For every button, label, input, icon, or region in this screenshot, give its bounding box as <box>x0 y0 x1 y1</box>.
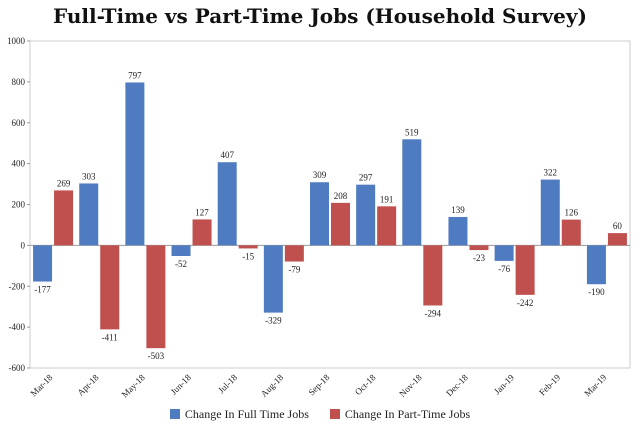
x-tick-label: Nov-18 <box>397 372 424 399</box>
data-label-full-time: 309 <box>313 170 327 180</box>
data-label-part-time: -15 <box>242 251 254 261</box>
bar-full-time <box>402 139 422 246</box>
bar-part-time <box>607 233 627 246</box>
data-label-part-time: -242 <box>517 298 534 308</box>
chart-title: Full-Time vs Part-Time Jobs (Household S… <box>53 4 587 28</box>
data-label-part-time: -23 <box>473 253 485 263</box>
data-label-part-time: -294 <box>425 308 442 318</box>
legend-item-full-time: Change In Full Time Jobs <box>169 406 309 422</box>
data-label-part-time: -79 <box>288 265 300 275</box>
legend-swatch-full-time <box>169 408 180 419</box>
legend-item-part-time: Change In Part-Time Jobs <box>329 406 471 422</box>
bar-part-time <box>561 219 581 246</box>
bar-full-time <box>540 179 560 246</box>
data-label-full-time: -177 <box>34 285 51 295</box>
bar-part-time <box>238 245 258 249</box>
y-tick-label: 200 <box>12 200 26 210</box>
bar-full-time <box>586 245 606 285</box>
data-label-part-time: 191 <box>380 194 394 204</box>
data-label-full-time: -76 <box>498 264 510 274</box>
x-tick-label: Aug-18 <box>259 372 286 399</box>
bar-part-time <box>377 206 397 246</box>
data-label-full-time: 519 <box>405 127 419 137</box>
y-tick-label: 800 <box>12 77 26 87</box>
legend-label-part-time: Change In Part-Time Jobs <box>344 406 471 421</box>
y-tick-label: -600 <box>9 363 26 373</box>
x-tick-label: Jun-18 <box>169 372 194 397</box>
x-tick-label: Jan-19 <box>492 372 516 396</box>
data-label-full-time: 297 <box>359 173 373 183</box>
bar-full-time <box>494 245 514 261</box>
bar-part-time <box>469 245 489 251</box>
data-label-full-time: 797 <box>128 70 142 80</box>
bar-part-time <box>423 245 443 306</box>
bar-full-time <box>33 245 53 282</box>
data-label-part-time: 60 <box>613 221 623 231</box>
data-label-full-time: 303 <box>82 171 96 181</box>
data-label-full-time: -190 <box>588 287 605 297</box>
bar-part-time <box>192 219 212 246</box>
data-label-full-time: 407 <box>220 150 234 160</box>
x-tick-label: Oct-18 <box>353 372 378 397</box>
bar-part-time <box>100 245 120 330</box>
data-label-full-time: 322 <box>544 168 558 178</box>
x-tick-label: Mar-19 <box>582 372 608 398</box>
x-tick-label: Apr-18 <box>75 372 101 398</box>
bar-full-time <box>356 184 376 246</box>
x-tick-label: Jul-18 <box>216 372 239 395</box>
x-tick-label: Dec-18 <box>444 372 470 398</box>
x-tick-label: Feb-19 <box>537 372 562 397</box>
y-tick-label: 0 <box>21 240 26 250</box>
chart-legend: Change In Full Time Jobs Change In Part-… <box>0 406 640 422</box>
data-label-part-time: 126 <box>565 208 579 218</box>
y-tick-label: 600 <box>12 118 26 128</box>
y-tick-label: -200 <box>9 281 26 291</box>
bar-full-time <box>217 162 237 246</box>
bar-full-time <box>310 182 329 246</box>
bar-part-time <box>515 245 535 295</box>
y-tick-label: 1000 <box>7 36 26 46</box>
bar-part-time <box>54 190 74 246</box>
data-label-part-time: -503 <box>148 351 165 361</box>
x-tick-label: Sep-18 <box>306 372 331 397</box>
y-tick-label: -400 <box>9 322 26 332</box>
bar-part-time <box>284 245 304 262</box>
data-label-part-time: -411 <box>102 332 118 342</box>
data-label-part-time: 269 <box>57 178 71 188</box>
bar-full-time <box>448 216 468 246</box>
data-label-part-time: 208 <box>334 191 348 201</box>
bar-part-time <box>331 202 350 246</box>
legend-label-full-time: Change In Full Time Jobs <box>184 406 309 421</box>
bar-full-time <box>79 183 99 246</box>
y-tick-label: 400 <box>12 159 26 169</box>
data-label-full-time: -52 <box>175 259 187 269</box>
bar-part-time <box>146 245 166 349</box>
data-label-full-time: -329 <box>265 316 282 326</box>
bar-full-time <box>125 82 145 246</box>
legend-swatch-part-time <box>329 408 340 419</box>
x-tick-label: May-18 <box>120 372 148 400</box>
data-label-full-time: 139 <box>451 205 465 215</box>
x-tick-label: Mar-18 <box>28 372 54 398</box>
bar-full-time <box>171 245 191 257</box>
data-label-part-time: 127 <box>195 207 209 217</box>
bar-full-time <box>263 245 283 313</box>
plot-area-frame <box>29 40 631 369</box>
